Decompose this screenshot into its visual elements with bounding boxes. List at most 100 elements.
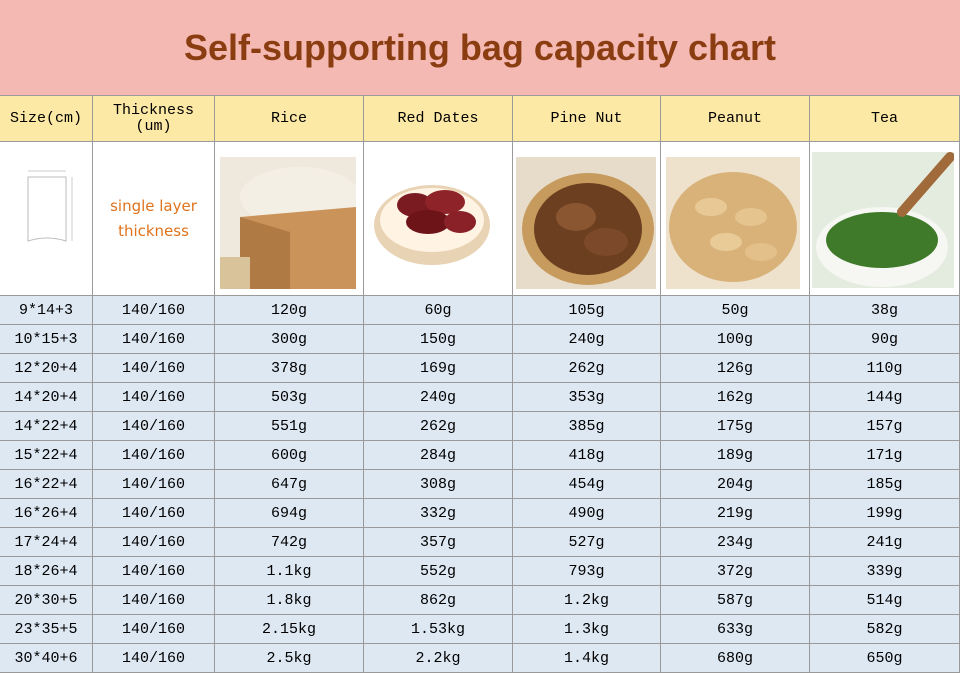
data-cell: 105g: [513, 296, 661, 325]
data-cell: 490g: [513, 499, 661, 528]
data-cell: 241g: [810, 528, 960, 557]
data-cell: 633g: [661, 615, 810, 644]
data-cell: 140/160: [93, 644, 215, 673]
header-cell: Pine Nut: [513, 96, 661, 142]
data-cell: 284g: [364, 441, 513, 470]
data-cell: 372g: [661, 557, 810, 586]
header-cell: Tea: [810, 96, 960, 142]
image-cell: single layer thickness: [93, 142, 215, 296]
data-cell: 600g: [215, 441, 364, 470]
data-cell: 1.8kg: [215, 586, 364, 615]
data-cell: 204g: [661, 470, 810, 499]
data-cell: 144g: [810, 383, 960, 412]
data-cell: 140/160: [93, 296, 215, 325]
data-cell: 647g: [215, 470, 364, 499]
data-cell: 126g: [661, 354, 810, 383]
data-cell: 110g: [810, 354, 960, 383]
data-cell: 140/160: [93, 470, 215, 499]
data-cell: 162g: [661, 383, 810, 412]
data-cell: 2.5kg: [215, 644, 364, 673]
tea-image: [812, 152, 954, 288]
title: Self-supporting bag capacity chart: [0, 0, 960, 96]
data-cell: 140/160: [93, 557, 215, 586]
data-cell: 300g: [215, 325, 364, 354]
data-cell: 262g: [513, 354, 661, 383]
data-cell: 18*26+4: [0, 557, 93, 586]
data-cell: 14*20+4: [0, 383, 93, 412]
data-cell: 694g: [215, 499, 364, 528]
data-cell: 1.3kg: [513, 615, 661, 644]
data-cell: 234g: [661, 528, 810, 557]
data-cell: 199g: [810, 499, 960, 528]
data-cell: 20*30+5: [0, 586, 93, 615]
data-cell: 1.1kg: [215, 557, 364, 586]
header-cell: Red Dates: [364, 96, 513, 142]
data-cell: 240g: [364, 383, 513, 412]
data-cell: 140/160: [93, 586, 215, 615]
data-cell: 552g: [364, 557, 513, 586]
data-cell: 240g: [513, 325, 661, 354]
data-cell: 175g: [661, 412, 810, 441]
data-cell: 16*22+4: [0, 470, 93, 499]
data-cell: 308g: [364, 470, 513, 499]
data-cell: 150g: [364, 325, 513, 354]
data-cell: 185g: [810, 470, 960, 499]
data-cell: 90g: [810, 325, 960, 354]
data-cell: 793g: [513, 557, 661, 586]
data-cell: 189g: [661, 441, 810, 470]
data-cell: 385g: [513, 412, 661, 441]
data-cell: 157g: [810, 412, 960, 441]
data-cell: 140/160: [93, 615, 215, 644]
data-cell: 171g: [810, 441, 960, 470]
data-cell: 454g: [513, 470, 661, 499]
data-cell: 17*24+4: [0, 528, 93, 557]
data-cell: 587g: [661, 586, 810, 615]
data-cell: 862g: [364, 586, 513, 615]
data-cell: 742g: [215, 528, 364, 557]
data-cell: 16*26+4: [0, 499, 93, 528]
data-cell: 339g: [810, 557, 960, 586]
data-cell: 650g: [810, 644, 960, 673]
header-cell: Thickness (um): [93, 96, 215, 142]
data-cell: 1.2kg: [513, 586, 661, 615]
data-cell: 15*22+4: [0, 441, 93, 470]
data-cell: 10*15+3: [0, 325, 93, 354]
bag-diagram: [27, 170, 73, 242]
data-cell: 551g: [215, 412, 364, 441]
red-dates-image: [374, 185, 490, 265]
pine-nut-image: [516, 157, 656, 289]
data-cell: 2.2kg: [364, 644, 513, 673]
peanut-image: [666, 157, 800, 289]
data-cell: 353g: [513, 383, 661, 412]
data-cell: 23*35+5: [0, 615, 93, 644]
data-cell: 140/160: [93, 499, 215, 528]
data-cell: 50g: [661, 296, 810, 325]
data-cell: 680g: [661, 644, 810, 673]
data-cell: 332g: [364, 499, 513, 528]
data-cell: 527g: [513, 528, 661, 557]
data-cell: 100g: [661, 325, 810, 354]
data-cell: 12*20+4: [0, 354, 93, 383]
data-cell: 140/160: [93, 354, 215, 383]
data-cell: 120g: [215, 296, 364, 325]
data-cell: 140/160: [93, 528, 215, 557]
data-cell: 9*14+3: [0, 296, 93, 325]
image-cell: [0, 142, 93, 296]
thickness-note: single layer thickness: [110, 196, 197, 240]
data-cell: 14*22+4: [0, 412, 93, 441]
data-cell: 2.15kg: [215, 615, 364, 644]
header-cell: Peanut: [661, 96, 810, 142]
data-cell: 140/160: [93, 412, 215, 441]
data-cell: 140/160: [93, 325, 215, 354]
data-cell: 582g: [810, 615, 960, 644]
data-cell: 1.53kg: [364, 615, 513, 644]
header-cell: Rice: [215, 96, 364, 142]
data-cell: 418g: [513, 441, 661, 470]
data-cell: 1.4kg: [513, 644, 661, 673]
data-cell: 30*40+6: [0, 644, 93, 673]
data-cell: 503g: [215, 383, 364, 412]
data-cell: 219g: [661, 499, 810, 528]
data-cell: 140/160: [93, 383, 215, 412]
rice-image: [220, 157, 356, 289]
